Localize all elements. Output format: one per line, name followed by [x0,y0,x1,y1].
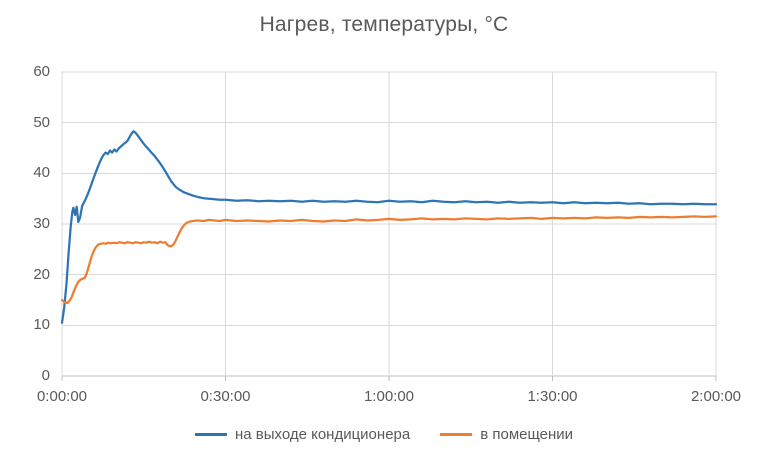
y-axis-tick-label: 30 [33,215,50,232]
legend: на выходе кондиционера в помещении [0,426,768,443]
legend-label-room: в помещении [480,426,574,443]
x-axis-tick-label: 1:00:00 [363,388,415,405]
y-axis-tick-label: 40 [33,164,50,182]
x-axis-tick-label: 0:30:00 [200,388,251,405]
y-axis-tick-label: 20 [33,265,50,283]
series-line-0 [60,130,718,324]
legend-line-sample-blue [194,433,227,436]
x-axis-tick-label: 2:00:00 [690,388,742,405]
y-axis-tick-label: 10 [33,316,50,334]
y-axis-tick-label: 0 [41,367,50,384]
x-axis-tick-label: 0:00:00 [36,388,88,405]
legend-item-room: в помещении [440,426,573,443]
y-axis-tick-label: 60 [33,63,50,80]
series-line-1 [60,215,718,305]
x-axis-tick-label: 1:30:00 [527,388,578,405]
legend-line-sample-orange [440,433,473,436]
y-axis-tick-label: 50 [33,113,50,131]
chart-title: Нагрев, температуры, °C [259,13,509,36]
legend-label-outlet: на выходе кондиционера [234,426,411,443]
legend-item-outlet: на выходе кондиционера [194,426,411,443]
